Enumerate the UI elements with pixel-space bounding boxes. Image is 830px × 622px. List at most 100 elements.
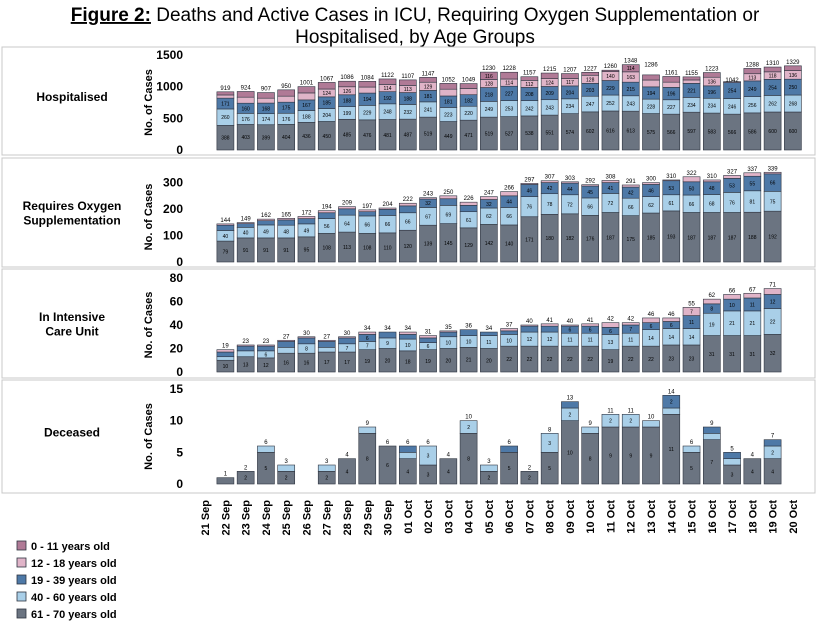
segment-value-label: 6 (265, 352, 268, 358)
segment-value-label: 3 (427, 473, 430, 479)
x-tick-label: 27 Sep (322, 500, 334, 536)
bar-total-label: 6 (264, 440, 268, 446)
segment-value-label: 128 (586, 77, 595, 83)
segment-value-label: 72 (567, 202, 573, 208)
segment-value-label: 9 (650, 454, 653, 460)
x-tick-label: 19 Oct (768, 500, 780, 534)
bar-segment (358, 426, 377, 434)
bar-total-label: 3 (487, 459, 491, 465)
y-tick-label: 5 (176, 445, 183, 459)
y-tick-label: 200 (163, 202, 183, 216)
bar-total-label: 4 (447, 453, 451, 459)
bar-segment (439, 331, 458, 338)
bar-segment (338, 336, 356, 339)
bar-segment (682, 76, 701, 81)
bar-segment (480, 464, 498, 472)
legend-swatch (16, 540, 27, 551)
segment-value-label: 13 (243, 362, 249, 368)
bar-total-label: 13 (567, 396, 574, 402)
bar-total-label: 10 (648, 415, 655, 421)
segment-value-label: 519 (485, 132, 494, 138)
bar-segment (277, 464, 296, 472)
segment-value-label: 22 (506, 357, 512, 363)
bar-total-label: 204 (383, 202, 394, 208)
segment-value-label: 8 (305, 347, 308, 353)
bar-total-label: 8 (548, 427, 552, 433)
segment-value-label: 8 (589, 457, 592, 463)
bar-segment (459, 83, 478, 89)
segment-value-label: 3 (731, 473, 734, 479)
segment-value-label: 6 (569, 328, 572, 334)
segment-value-label: 399 (262, 135, 271, 141)
segment-value-label: 11 (588, 338, 593, 344)
segment-value-label: 519 (424, 132, 433, 138)
bar-segment (743, 292, 762, 299)
segment-value-label: 72 (608, 201, 614, 207)
segment-value-label: 12 (527, 337, 533, 343)
segment-value-label: 81 (750, 200, 756, 206)
segment-value-label: 9 (386, 341, 389, 347)
bar-segment (419, 77, 437, 83)
segment-value-label: 67 (425, 214, 431, 220)
bar-segment (338, 337, 356, 345)
bar-segment (257, 218, 275, 222)
bar-segment (297, 336, 316, 339)
segment-value-label: 108 (363, 246, 372, 252)
x-tick-label: 07 Oct (524, 500, 536, 534)
y-tick-label: 100 (163, 229, 183, 243)
bar-total-label: 34 (486, 326, 493, 332)
segment-value-label: 242 (525, 106, 534, 112)
segment-value-label: 228 (647, 104, 656, 110)
segment-value-label: 199 (343, 111, 352, 117)
bar-segment (763, 66, 782, 73)
segment-value-label: 229 (606, 86, 615, 92)
bar-total-label: 194 (322, 205, 333, 211)
bar-segment (378, 78, 397, 85)
bar-segment (702, 426, 721, 434)
bar-segment (419, 335, 437, 339)
bar-segment (682, 176, 701, 183)
segment-value-label: 7 (366, 344, 369, 350)
segment-value-label: 227 (505, 91, 514, 97)
bar-total-label: 308 (605, 174, 616, 180)
segment-value-label: 10 (729, 303, 735, 309)
bar-segment (540, 325, 559, 333)
bar-total-label: 300 (646, 177, 657, 183)
segment-value-label: 66 (385, 222, 391, 228)
segment-value-label: 11 (750, 302, 755, 308)
panel-frame (1, 268, 816, 379)
bar-segment (480, 196, 498, 200)
segment-value-label: 167 (302, 103, 311, 109)
segment-value-label: 9 (609, 454, 612, 460)
segment-value-label: 91 (243, 248, 249, 254)
segment-value-label: 19 (608, 359, 614, 365)
bar-segment (581, 426, 600, 434)
bar-total-label: 339 (768, 166, 779, 172)
bar-total-label: 3 (285, 459, 289, 465)
segment-value-label: 192 (383, 96, 392, 102)
x-tick-label: 15 Oct (687, 500, 699, 534)
bar-segment (439, 330, 458, 333)
segment-value-label: 31 (729, 352, 735, 358)
segment-value-label: 6 (670, 323, 673, 329)
segment-value-label: 229 (363, 111, 372, 117)
x-tick-label: 06 Oct (504, 500, 516, 534)
bar-total-label: 1310 (766, 61, 780, 67)
segment-value-label: 75 (770, 199, 776, 205)
segment-value-label: 194 (647, 91, 656, 97)
segment-value-label: 64 (344, 222, 350, 228)
segment-value-label: 48 (283, 230, 289, 236)
segment-value-label: 176 (282, 117, 291, 123)
bar-total-label: 30 (344, 331, 351, 337)
x-axis: 21 Sep 22 Sep 23 Sep 24 Sep 25 Sep 26 Sep 27 S… (200, 500, 800, 536)
bar-segment (398, 202, 417, 207)
segment-value-label: 481 (383, 133, 392, 139)
segment-value-label: 17 (324, 360, 330, 366)
segment-value-label: 32 (486, 202, 492, 208)
segment-value-label: 46 (648, 189, 654, 195)
legend-label: 40 - 60 years old (31, 592, 117, 604)
bar-total-label: 1348 (624, 59, 638, 65)
segment-value-label: 117 (566, 80, 574, 86)
segment-value-label: 181 (444, 100, 453, 106)
bar-segment (500, 328, 518, 332)
